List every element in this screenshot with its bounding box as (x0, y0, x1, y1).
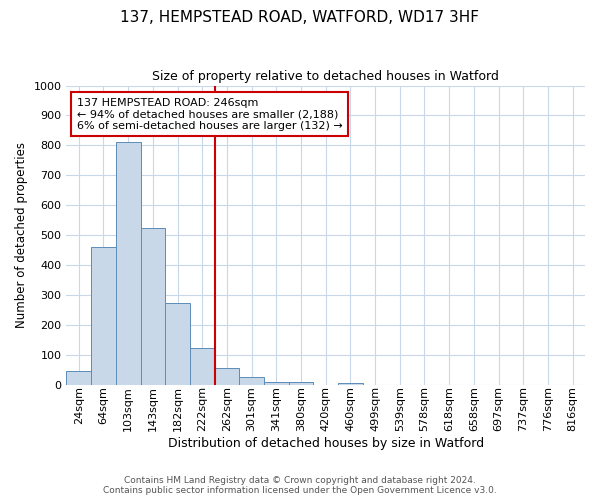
Text: Contains HM Land Registry data © Crown copyright and database right 2024.
Contai: Contains HM Land Registry data © Crown c… (103, 476, 497, 495)
Y-axis label: Number of detached properties: Number of detached properties (15, 142, 28, 328)
Bar (67, 372, 91, 385)
Bar (215, 368, 239, 385)
Text: 137 HEMPSTEAD ROAD: 246sqm
← 94% of detached houses are smaller (2,188)
6% of se: 137 HEMPSTEAD ROAD: 246sqm ← 94% of deta… (77, 98, 343, 130)
Bar (239, 378, 264, 385)
Bar (190, 348, 215, 385)
Bar (116, 142, 140, 385)
Bar (264, 382, 289, 385)
Bar (140, 228, 165, 385)
Bar (289, 382, 313, 385)
Bar (165, 302, 190, 385)
Title: Size of property relative to detached houses in Watford: Size of property relative to detached ho… (152, 70, 499, 83)
Bar (91, 247, 116, 385)
Text: 137, HEMPSTEAD ROAD, WATFORD, WD17 3HF: 137, HEMPSTEAD ROAD, WATFORD, WD17 3HF (121, 10, 479, 25)
X-axis label: Distribution of detached houses by size in Watford: Distribution of detached houses by size … (167, 437, 484, 450)
Bar (338, 382, 363, 385)
